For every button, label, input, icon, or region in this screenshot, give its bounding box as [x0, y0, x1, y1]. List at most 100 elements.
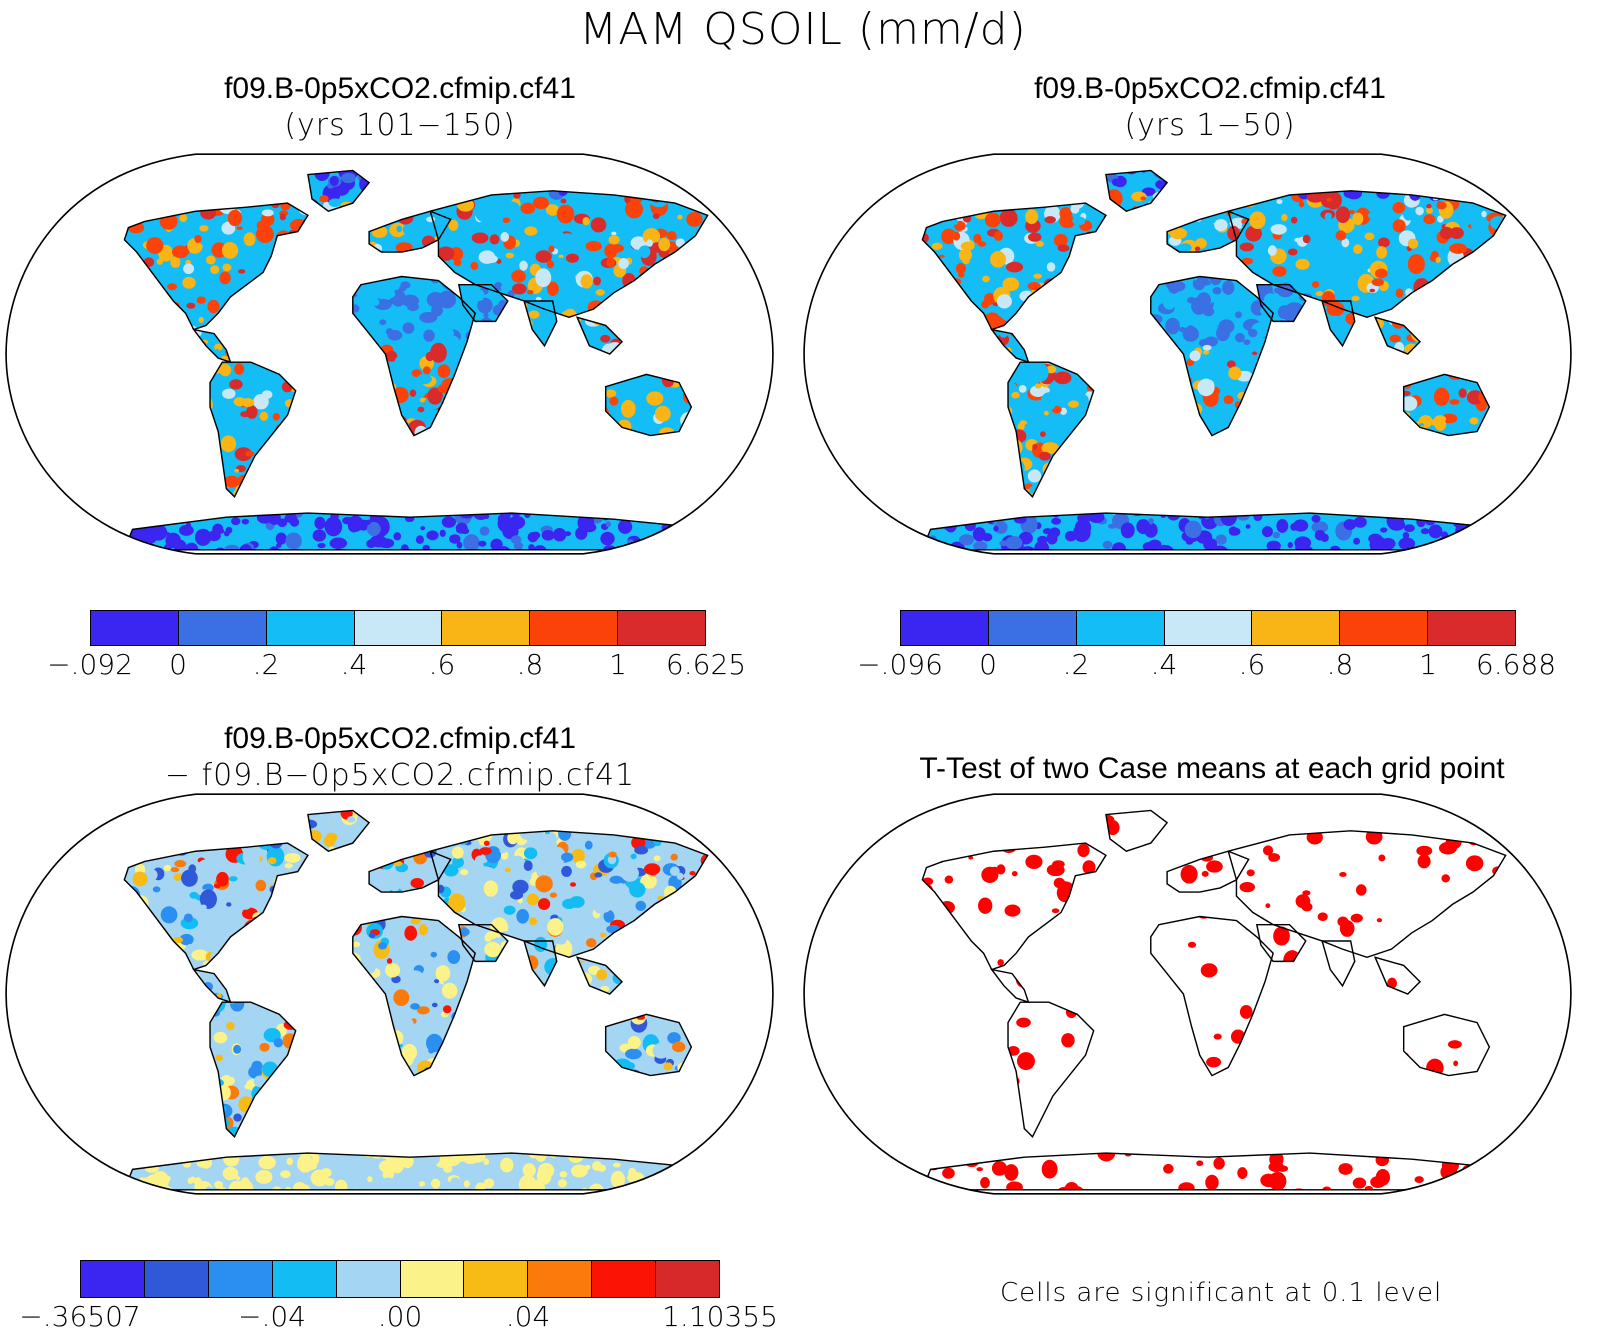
colorbar-swatch — [208, 1261, 273, 1297]
bottom-left-title-minus-case: − f09.B−0p5xCO2.cfmip.cf41 — [164, 758, 636, 793]
coastline-greenland — [307, 809, 371, 853]
coastline-europe — [1166, 850, 1250, 893]
top-left-map — [5, 153, 774, 555]
colorbar-swatch — [1340, 611, 1429, 645]
bottom-left-colorbar — [80, 1260, 720, 1298]
map-frame — [803, 153, 1572, 555]
coastline-southAmerica — [209, 361, 297, 498]
top-right-colorbar — [900, 610, 1516, 646]
coastline-australia — [604, 1013, 693, 1077]
coastline-antarctica — [123, 1152, 697, 1191]
colorbar-label: 1 — [609, 648, 627, 681]
colorbar-label: .04 — [505, 1300, 551, 1333]
coastline-seAsia — [1373, 956, 1422, 995]
colorbar-label: −.04 — [238, 1300, 306, 1333]
bottom-left-title-case: f09.B-0p5xCO2.cfmip.cf41 — [224, 722, 576, 755]
bottom-right-ttest-map — [803, 793, 1572, 1195]
colorbar-swatch — [1252, 611, 1341, 645]
coastline-europe — [1166, 210, 1250, 253]
coastline-india — [523, 300, 558, 348]
coastline-greenland — [1105, 169, 1169, 213]
colorbar-label: 1 — [1419, 648, 1437, 681]
colorbar-swatch — [266, 611, 355, 645]
coastline-asia — [1227, 830, 1507, 959]
coastline-southAmerica — [209, 1001, 297, 1138]
colorbar-label: .6 — [1238, 648, 1266, 681]
top-left-colorbar — [90, 610, 706, 646]
colorbar-swatch — [1428, 611, 1516, 645]
colorbar-swatch — [336, 1261, 401, 1297]
colorbar-swatch — [988, 611, 1077, 645]
coastline-india — [1321, 300, 1356, 348]
top-right-panel-title: f09.B-0p5xCO2.cfmip.cf41 (yrs 1−50) — [850, 72, 1570, 143]
colorbar-label: −.096 — [857, 648, 943, 681]
coastline-antarctica — [921, 1152, 1495, 1191]
bottom-left-panel-title: f09.B-0p5xCO2.cfmip.cf41 − f09.B−0p5xCO2… — [40, 722, 760, 793]
coastline-europe — [368, 210, 452, 253]
map-frame — [5, 153, 774, 555]
colorbar-swatch — [592, 1261, 657, 1297]
colorbar-label: 0 — [979, 648, 997, 681]
coastline-antarctica — [123, 512, 697, 551]
colorbar-swatch — [528, 1261, 593, 1297]
coastline-greenland — [307, 169, 371, 213]
colorbar-swatch — [178, 611, 267, 645]
significance-note: Cells are significant at 0.1 level — [1000, 1278, 1443, 1308]
colorbar-label: .00 — [377, 1300, 423, 1333]
coastline-southAmerica — [1007, 361, 1095, 498]
colorbar-label: .4 — [340, 648, 368, 681]
colorbar-swatch — [656, 1261, 720, 1297]
colorbar-label: .6 — [428, 648, 456, 681]
colorbar-swatch — [272, 1261, 337, 1297]
colorbar-label: 0 — [169, 648, 187, 681]
colorbar-swatch — [464, 1261, 529, 1297]
top-left-panel-title: f09.B-0p5xCO2.cfmip.cf41 (yrs 101−150) — [40, 72, 760, 143]
top-left-title-years: (yrs 101−150) — [284, 108, 516, 143]
coastline-arabia — [457, 283, 509, 323]
top-right-title-years: (yrs 1−50) — [1124, 108, 1296, 143]
coastline-northAmerica — [921, 202, 1107, 331]
colorbar-swatch — [618, 611, 706, 645]
coastline-australia — [604, 373, 693, 437]
bottom-left-difference-map — [5, 793, 774, 1195]
coastline-seAsia — [575, 956, 624, 995]
coastline-seAsia — [575, 316, 624, 355]
colorbar-swatch — [1076, 611, 1165, 645]
coastline-arabia — [457, 923, 509, 963]
coastline-india — [523, 940, 558, 988]
colorbar-label: 6.688 — [1475, 648, 1557, 681]
top-right-title-case: f09.B-0p5xCO2.cfmip.cf41 — [1034, 72, 1386, 105]
colorbar-label: .4 — [1150, 648, 1178, 681]
coastline-india — [1321, 940, 1356, 988]
coastline-seAsia — [1373, 316, 1422, 355]
colorbar-swatch — [400, 1261, 465, 1297]
coastline-asia — [429, 190, 709, 319]
colorbar-swatch — [144, 1261, 209, 1297]
colorbar-label: 6.625 — [665, 648, 747, 681]
ttest-panel-title: T-Test of two Case means at each grid po… — [919, 752, 1505, 785]
coastline-africa — [1150, 275, 1274, 437]
colorbar-swatch — [354, 611, 443, 645]
colorbar-swatch — [442, 611, 531, 645]
map-frame — [5, 793, 774, 1195]
top-left-title-case: f09.B-0p5xCO2.cfmip.cf41 — [224, 72, 576, 105]
colorbar-label: −.36507 — [19, 1300, 141, 1333]
coastline-northAmerica — [123, 202, 309, 331]
coastline-arabia — [1255, 923, 1307, 963]
coastline-africa — [352, 915, 476, 1077]
coastline-antarctica — [921, 512, 1495, 551]
figure-title: MAM QSOIL (mm/d) — [579, 4, 1027, 55]
colorbar-label: 1.10355 — [662, 1300, 778, 1333]
coastline-northAmerica — [123, 842, 309, 971]
coastline-asia — [429, 830, 709, 959]
coastline-australia — [1402, 1013, 1491, 1077]
coastline-asia — [1227, 190, 1507, 319]
top-right-map — [803, 153, 1572, 555]
colorbar-swatch — [91, 611, 179, 645]
colorbar-label: .8 — [516, 648, 544, 681]
coastline-greenland — [1105, 809, 1169, 853]
coastline-australia — [1402, 373, 1491, 437]
colorbar-swatch — [81, 1261, 145, 1297]
colorbar-swatch — [901, 611, 989, 645]
map-frame — [803, 793, 1572, 1195]
